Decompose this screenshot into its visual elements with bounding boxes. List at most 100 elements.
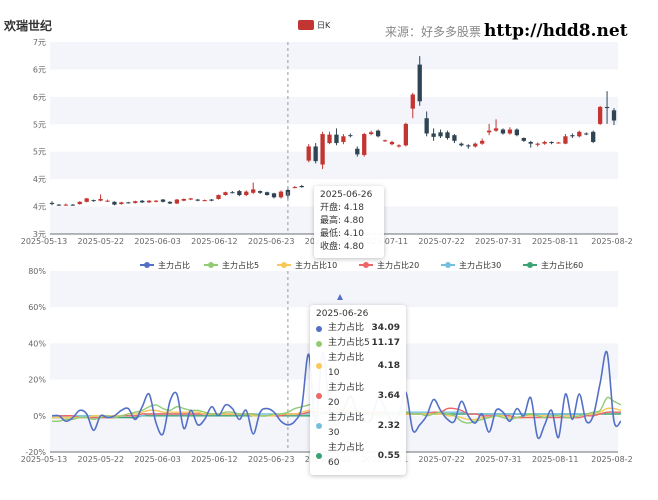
candle-up [251, 189, 256, 193]
candle-up [396, 145, 402, 147]
series-dot [316, 423, 322, 429]
x-tick-label: 2025-07-22 [418, 237, 465, 246]
hover-arrow [337, 294, 343, 300]
legend-label: 主力占比30 [459, 260, 501, 270]
candle-down [195, 199, 200, 201]
candle-down [264, 192, 270, 196]
x-tick-label: 2025-06-03 [134, 237, 181, 246]
legend-marker [527, 262, 533, 268]
candle-down [528, 141, 533, 144]
candle-down [257, 191, 263, 193]
candle-down [452, 135, 457, 141]
candle-up [223, 192, 228, 196]
tooltip-series-value: 2.32 [377, 420, 400, 431]
series-dot [316, 393, 322, 399]
legend-marker [144, 262, 150, 268]
candle-up [389, 141, 395, 145]
candle-down [604, 106, 610, 109]
tooltip-series-name: 主力占比60 [328, 443, 365, 468]
tooltip-series-row: 主力占比 34.09 [316, 321, 400, 336]
candle-down [209, 199, 214, 201]
y-tick-label: 40% [28, 339, 46, 348]
candle-up [306, 146, 311, 161]
grid-band [50, 271, 618, 308]
tooltip-series-value: 0.55 [377, 450, 400, 461]
candle-up [320, 134, 325, 165]
candle-up [105, 200, 110, 202]
candle-down [348, 135, 353, 137]
candle-down [591, 131, 596, 142]
legend-label: 主力占比 [158, 260, 190, 270]
candle-down [230, 192, 235, 194]
y-tick-label: 80% [28, 267, 46, 276]
tooltip-series-name: 主力占比20 [328, 383, 365, 408]
x-tick-label: 2025-08-11 [532, 455, 579, 464]
candle-down [112, 201, 117, 205]
tooltip-series-row: 主力占比5 11.17 [316, 336, 400, 351]
candle-down [334, 134, 339, 144]
candlestick-chart: 3元 4元 4元 5元 5元 6元 6元 7元 2025-05-13 2025-05-22 2025… [21, 20, 633, 246]
candle-up [181, 198, 186, 201]
candle-up [563, 136, 568, 144]
candle-up [174, 199, 180, 204]
tooltip-date: 2025-06-26 [320, 190, 373, 200]
candle-up [577, 131, 582, 137]
site-watermark: http://hdd8.net [484, 21, 628, 41]
x-tick-label: 2025-05-22 [78, 237, 125, 246]
source-label: 来源：好多多股票 [385, 25, 481, 39]
legend-label: 主力占比10 [295, 260, 337, 270]
candle-up [84, 198, 89, 202]
candle-up [153, 200, 159, 202]
tooltip-series-value: 11.17 [371, 338, 400, 348]
candle-down [500, 129, 506, 134]
candle-up [493, 128, 499, 131]
y-tick-label: 20% [28, 376, 46, 385]
series-dot [316, 453, 322, 459]
y-tick-label: 4元 [33, 203, 46, 212]
tooltip-series-name: 主力占比5 [328, 338, 370, 348]
candle-up [341, 136, 346, 142]
y-tick-label: 0% [33, 412, 46, 421]
x-tick-label: 2025-06-23 [248, 455, 295, 464]
legend-label: 日K [317, 21, 331, 30]
candle-down [355, 148, 360, 155]
candle-down [160, 199, 166, 202]
candle-up [486, 130, 492, 133]
tooltip-series-name: 主力占比30 [328, 413, 365, 438]
candle-up [369, 132, 374, 135]
candle-up [216, 195, 221, 199]
tooltip-low: 最低: 4.10 [320, 229, 364, 239]
candle-up [597, 106, 603, 124]
tooltip-series-row: 主力占比30 2.32 [316, 411, 400, 441]
candle-up [278, 191, 284, 198]
candle-down [167, 201, 173, 204]
x-tick-label: 2025-07-31 [475, 237, 522, 246]
x-tick-label: 2025-08-2 [591, 237, 632, 246]
y-tick-label: 3元 [33, 230, 46, 239]
candle-down [424, 118, 429, 134]
candle-down [570, 135, 575, 137]
candle-up [77, 201, 82, 205]
legend-marker [208, 262, 214, 268]
y-tick-label: 7元 [33, 38, 46, 47]
candle-up [473, 143, 478, 147]
tooltip-series-row: 主力占比60 0.55 [316, 441, 400, 471]
y-tick-label: 5元 [33, 120, 46, 129]
ratio-tooltip: 2025-06-26 主力占比 34.09 主力占比5 11.17 主力占比10 4.18… [310, 305, 406, 475]
candle-up [410, 94, 415, 109]
candle-up [292, 187, 297, 189]
candle-down [459, 143, 464, 146]
tooltip-series-name: 主力占比 [328, 323, 365, 333]
x-tick-label: 2025-05-13 [21, 237, 68, 246]
candle-down [49, 202, 55, 205]
candle-up [202, 200, 207, 202]
x-tick-label: 2025-06-23 [248, 237, 295, 246]
x-tick-label: 2025-08-2 [591, 455, 632, 464]
candle-down [417, 64, 422, 102]
x-tick-label: 2025-06-03 [134, 455, 181, 464]
candle-down [299, 186, 304, 188]
tooltip-series-name: 主力占比10 [328, 353, 365, 378]
candle-down [91, 200, 96, 202]
candle-down [521, 138, 526, 141]
candle-down [514, 129, 520, 136]
